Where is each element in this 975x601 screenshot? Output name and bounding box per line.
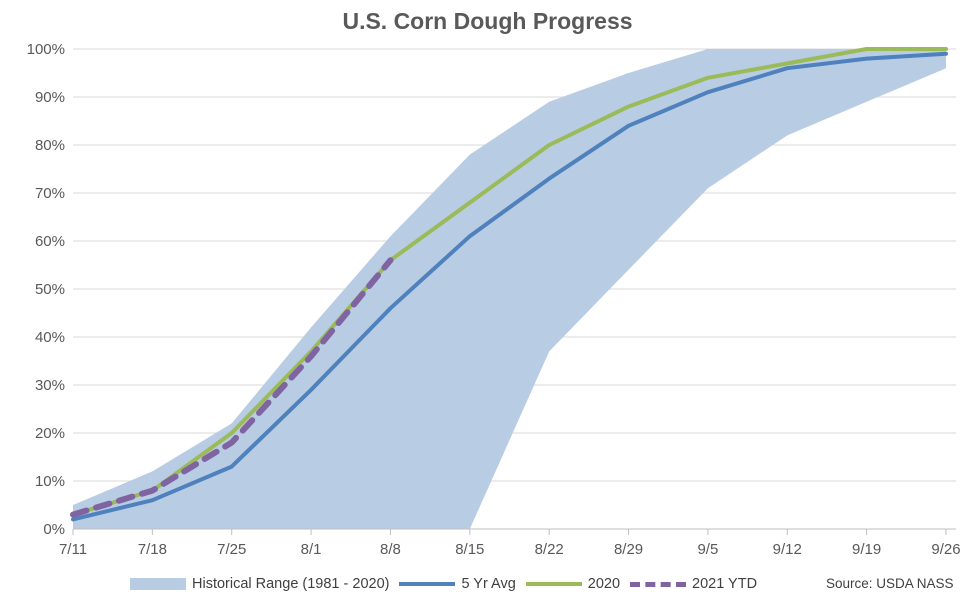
y-tick-label: 90% bbox=[35, 89, 65, 106]
y-tick-labels: 0% 10% 20% 30% 40% 50% 60% 70% 80% 90% 100% bbox=[27, 41, 65, 538]
y-tick-label: 10% bbox=[35, 473, 65, 490]
legend-label-historical-range: Historical Range (1981 - 2020) bbox=[192, 576, 390, 592]
y-tick-label: 50% bbox=[35, 281, 65, 298]
legend-item-5yr-avg: 5 Yr Avg bbox=[399, 576, 516, 592]
legend: Historical Range (1981 - 2020) 5 Yr Avg … bbox=[130, 574, 767, 594]
x-tick-label: 9/12 bbox=[773, 541, 802, 558]
x-tick-labels: 7/11 7/18 7/25 8/1 8/8 8/15 8/22 8/29 9/5 9/12 9/1… bbox=[59, 541, 961, 558]
x-tick-label: 8/22 bbox=[535, 541, 564, 558]
y-tick-label: 20% bbox=[35, 425, 65, 442]
axes bbox=[72, 528, 956, 535]
x-tick-label: 8/29 bbox=[614, 541, 643, 558]
series-lines bbox=[70, 47, 948, 522]
legend-swatch-5yr-avg bbox=[399, 582, 456, 586]
legend-swatch-2020 bbox=[525, 582, 582, 586]
legend-item-2021-ytd: 2021 YTD bbox=[630, 576, 757, 592]
series-line-2021-ytd bbox=[70, 257, 394, 518]
y-tick-label: 30% bbox=[35, 377, 65, 394]
x-tick-label: 7/25 bbox=[217, 541, 246, 558]
legend-label-5yr-avg: 5 Yr Avg bbox=[461, 576, 516, 592]
legend-label-2021-ytd: 2021 YTD bbox=[692, 576, 758, 592]
x-tick-label: 9/5 bbox=[697, 541, 718, 558]
y-tick-label: 80% bbox=[35, 137, 65, 154]
x-tick-label: 8/1 bbox=[301, 541, 322, 558]
x-tick-label: 8/15 bbox=[455, 541, 484, 558]
x-tick-label: 7/11 bbox=[59, 541, 87, 558]
x-tick-label: 9/19 bbox=[852, 541, 881, 558]
series-line-5-yr-avg bbox=[71, 51, 948, 522]
legend-item-2020: 2020 bbox=[525, 576, 621, 592]
chart-title: U.S. Corn Dough Progress bbox=[342, 8, 633, 34]
legend-swatch-historical-range bbox=[130, 578, 186, 590]
x-tick-label: 8/8 bbox=[380, 541, 401, 558]
legend-item-historical-range: Historical Range (1981 - 2020) bbox=[130, 576, 389, 592]
y-tick-label: 0% bbox=[43, 521, 65, 538]
legend-swatch-2021-ytd bbox=[630, 581, 687, 587]
x-tick-label: 9/26 bbox=[931, 541, 960, 558]
y-tick-label: 60% bbox=[35, 233, 65, 250]
series-line-2020 bbox=[71, 47, 948, 517]
x-tick-label: 7/18 bbox=[138, 541, 167, 558]
legend-label-2020: 2020 bbox=[587, 576, 621, 592]
source-note: Source: USDA NASS bbox=[826, 576, 954, 591]
y-tick-label: 40% bbox=[35, 329, 65, 346]
y-tick-label: 100% bbox=[27, 41, 65, 58]
y-tick-label: 70% bbox=[35, 185, 65, 202]
